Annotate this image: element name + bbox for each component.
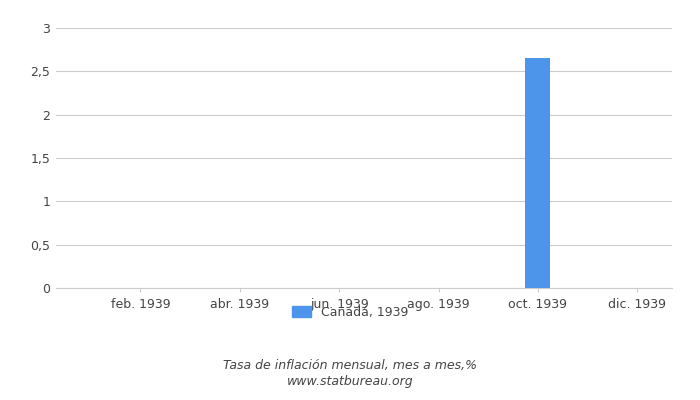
Bar [526, 58, 550, 288]
Legend: Canadá, 1939: Canadá, 1939 [287, 301, 413, 324]
Text: www.statbureau.org: www.statbureau.org [287, 376, 413, 388]
Text: Tasa de inflación mensual, mes a mes,%: Tasa de inflación mensual, mes a mes,% [223, 360, 477, 372]
